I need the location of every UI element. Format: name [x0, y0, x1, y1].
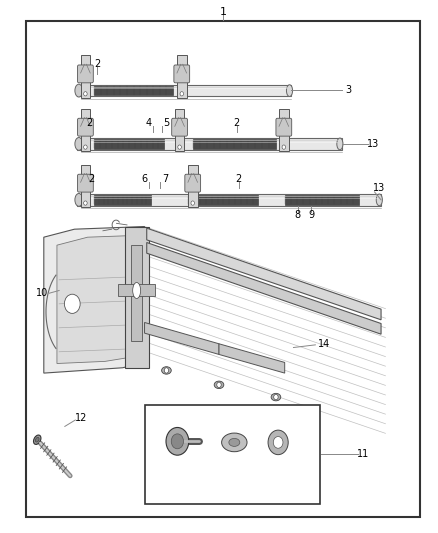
Text: 7: 7 — [162, 174, 169, 184]
Text: 2: 2 — [236, 174, 242, 184]
Ellipse shape — [286, 85, 293, 96]
Text: 11: 11 — [357, 449, 370, 459]
Bar — [193, 139, 276, 149]
Bar — [81, 109, 90, 151]
Text: 8: 8 — [295, 210, 301, 220]
Ellipse shape — [214, 381, 224, 389]
Circle shape — [274, 394, 278, 400]
Circle shape — [171, 434, 184, 449]
Polygon shape — [125, 227, 149, 368]
Text: 2: 2 — [87, 118, 93, 128]
Ellipse shape — [133, 282, 141, 298]
Text: 6: 6 — [141, 174, 148, 184]
Bar — [145, 405, 320, 504]
Text: 10: 10 — [35, 288, 48, 298]
Circle shape — [191, 201, 194, 205]
Ellipse shape — [35, 438, 39, 442]
Ellipse shape — [75, 138, 83, 150]
Text: 4: 4 — [146, 118, 152, 128]
Text: 2: 2 — [94, 59, 100, 69]
Bar — [175, 109, 184, 151]
Ellipse shape — [229, 438, 240, 447]
FancyBboxPatch shape — [172, 118, 187, 136]
Ellipse shape — [376, 194, 382, 206]
Text: 2: 2 — [233, 118, 240, 128]
FancyBboxPatch shape — [78, 65, 93, 83]
Circle shape — [217, 382, 221, 387]
Bar — [94, 195, 151, 205]
Text: 12: 12 — [75, 414, 87, 423]
Circle shape — [84, 201, 87, 205]
Polygon shape — [219, 344, 285, 373]
Text: 9: 9 — [308, 210, 314, 220]
Text: 14: 14 — [318, 339, 330, 349]
Bar — [131, 245, 142, 341]
Ellipse shape — [271, 393, 281, 401]
Polygon shape — [44, 227, 145, 373]
Circle shape — [64, 294, 80, 313]
Circle shape — [178, 145, 181, 149]
Ellipse shape — [75, 193, 83, 206]
FancyBboxPatch shape — [174, 65, 190, 83]
Circle shape — [164, 368, 169, 373]
Ellipse shape — [162, 367, 171, 374]
Bar — [81, 55, 90, 98]
FancyBboxPatch shape — [276, 118, 292, 136]
Polygon shape — [145, 322, 219, 354]
Text: 3: 3 — [345, 85, 351, 95]
Text: 2: 2 — [88, 174, 94, 184]
Text: 1: 1 — [220, 7, 227, 17]
FancyBboxPatch shape — [78, 118, 93, 136]
Circle shape — [84, 145, 87, 149]
Text: 13: 13 — [373, 183, 385, 193]
Text: 5: 5 — [163, 118, 170, 128]
Bar — [285, 195, 359, 205]
Circle shape — [84, 92, 87, 96]
Circle shape — [273, 437, 283, 448]
Bar — [279, 109, 289, 151]
FancyBboxPatch shape — [78, 174, 93, 192]
Bar — [81, 165, 90, 207]
Bar — [188, 195, 258, 205]
Polygon shape — [57, 236, 131, 364]
Polygon shape — [147, 228, 381, 320]
Bar — [188, 165, 198, 207]
Bar — [177, 55, 187, 98]
Ellipse shape — [34, 435, 41, 445]
Ellipse shape — [75, 84, 83, 97]
FancyBboxPatch shape — [185, 174, 201, 192]
Circle shape — [166, 427, 189, 455]
Polygon shape — [147, 243, 381, 334]
Bar — [118, 284, 155, 296]
Circle shape — [282, 145, 286, 149]
Bar — [77, 138, 342, 150]
Bar — [94, 86, 173, 95]
Ellipse shape — [222, 433, 247, 452]
Ellipse shape — [337, 138, 343, 150]
Bar — [94, 139, 164, 149]
Text: 13: 13 — [367, 139, 379, 149]
Circle shape — [268, 430, 288, 455]
Bar — [77, 85, 291, 96]
Circle shape — [180, 92, 184, 96]
Bar — [77, 194, 381, 206]
